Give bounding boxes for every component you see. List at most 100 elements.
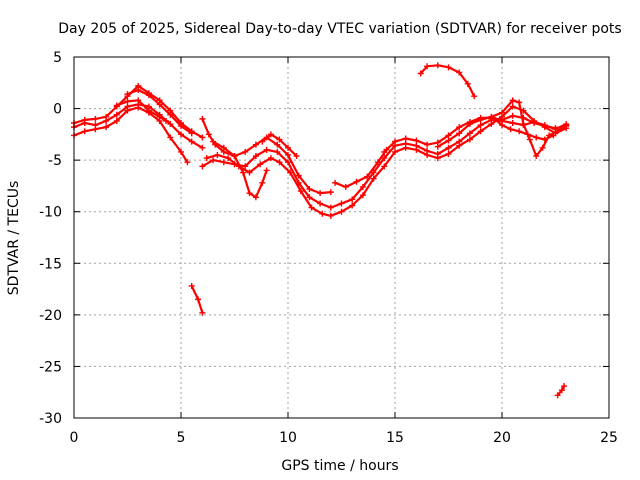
data-point	[285, 144, 291, 151]
data-point	[178, 131, 184, 138]
data-point	[499, 109, 505, 116]
data-point	[124, 98, 131, 105]
data-point	[113, 102, 120, 109]
data-point	[259, 179, 266, 186]
data-point	[471, 93, 478, 100]
data-point	[92, 126, 99, 133]
data-point	[338, 208, 345, 215]
data-point	[210, 138, 217, 145]
y-tick-label: -20	[39, 308, 62, 324]
data-point	[267, 131, 274, 138]
data-point	[317, 200, 324, 207]
data-point	[509, 120, 516, 127]
data-point	[466, 121, 473, 128]
data-point	[563, 122, 570, 129]
data-point	[252, 153, 259, 160]
data-point	[417, 70, 424, 77]
data-point	[252, 194, 259, 201]
y-tick-label: 5	[53, 50, 62, 66]
x-axis-label: GPS time / hours	[281, 458, 398, 474]
data-point	[353, 178, 360, 185]
data-point	[124, 107, 131, 114]
data-point	[135, 97, 142, 104]
data-point	[242, 163, 249, 170]
data-point	[402, 135, 409, 142]
data-point	[539, 144, 546, 151]
data-point	[434, 143, 441, 150]
data-point	[319, 210, 326, 217]
data-point	[285, 151, 291, 158]
data-point	[327, 212, 334, 219]
data-point	[520, 121, 527, 128]
x-tick-label: 15	[386, 430, 404, 446]
data-point	[499, 116, 505, 123]
data-point	[225, 155, 232, 162]
data-point	[456, 69, 463, 76]
data-point	[488, 121, 495, 128]
data-point	[516, 99, 523, 106]
data-point	[156, 101, 163, 108]
series-line	[419, 64, 476, 98]
data-point	[295, 172, 302, 179]
y-axis-label: SDTVAR / TECUs	[6, 181, 22, 296]
data-point	[554, 392, 561, 399]
data-point	[338, 200, 345, 207]
data-point	[103, 113, 110, 120]
data-point	[445, 150, 452, 157]
data-point	[263, 167, 270, 174]
y-tick-label: -5	[48, 153, 62, 169]
plot-frame	[73, 56, 610, 419]
x-tick-label: 10	[279, 430, 297, 446]
y-tick-label: -10	[39, 205, 62, 221]
x-tick-label: 25	[600, 430, 618, 446]
data-point	[199, 144, 206, 151]
data-point	[124, 91, 131, 98]
data-point	[327, 204, 334, 211]
data-point	[274, 148, 281, 155]
data-point	[167, 111, 174, 118]
data-point	[464, 80, 471, 87]
series-arc-9	[210, 138, 270, 201]
data-point	[381, 148, 388, 155]
data-point	[456, 142, 463, 149]
data-point	[135, 87, 142, 94]
data-point	[103, 124, 110, 131]
data-point	[434, 155, 441, 162]
data-point	[466, 136, 473, 143]
data-point	[163, 117, 170, 124]
data-point	[327, 189, 334, 196]
data-point	[359, 192, 366, 199]
data-point	[167, 134, 174, 141]
data-point	[184, 159, 191, 166]
data-point	[308, 204, 315, 211]
data-point	[374, 159, 381, 166]
data-point	[231, 153, 238, 160]
data-point	[552, 125, 559, 132]
data-point	[246, 190, 253, 197]
data-point	[274, 141, 281, 148]
data-point	[533, 134, 540, 141]
data-point	[541, 123, 548, 130]
data-point	[276, 136, 283, 143]
data-point	[524, 131, 531, 138]
data-point	[554, 128, 561, 135]
data-point	[381, 163, 388, 170]
data-point	[424, 63, 431, 70]
data-point	[199, 309, 206, 316]
data-point	[306, 186, 313, 193]
data-point	[456, 124, 463, 131]
data-point	[188, 138, 195, 145]
data-point	[252, 141, 259, 148]
data-point	[533, 153, 540, 160]
data-point	[285, 159, 291, 166]
x-tick-label: 20	[493, 430, 511, 446]
series-arc-17	[554, 383, 568, 399]
data-point	[466, 130, 473, 137]
data-point	[188, 282, 195, 289]
data-point	[317, 190, 324, 197]
data-point	[276, 159, 283, 166]
data-point	[257, 161, 264, 168]
x-tick-label: 5	[177, 430, 186, 446]
series-layer	[71, 62, 570, 399]
